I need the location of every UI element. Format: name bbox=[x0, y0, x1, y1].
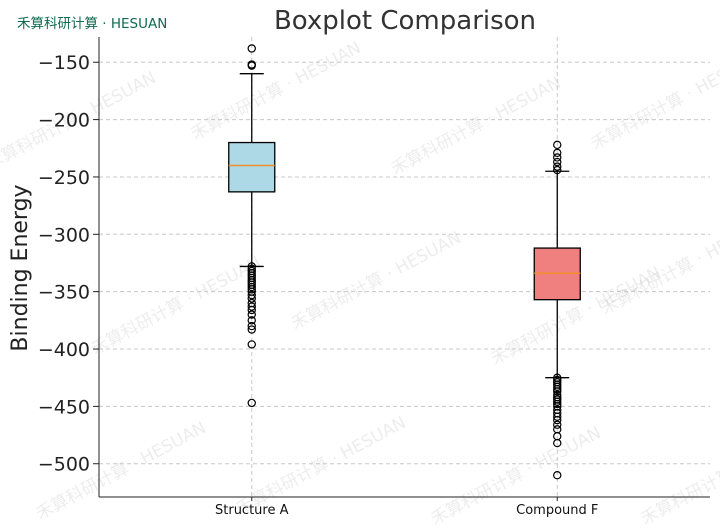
outlier-point bbox=[553, 399, 562, 409]
outlier-point bbox=[247, 316, 256, 325]
outlier-point bbox=[553, 420, 562, 429]
outlier-point bbox=[247, 290, 256, 300]
outlier-point bbox=[247, 302, 256, 311]
outlier-point bbox=[553, 387, 562, 396]
watermark-text: 禾算科研计算 · HESUAN bbox=[598, 213, 720, 320]
outlier-point bbox=[247, 340, 256, 349]
outlier-point bbox=[247, 61, 256, 70]
outlier-point bbox=[553, 412, 562, 421]
watermark-text: 禾算科研计算 · HESUAN bbox=[588, 48, 720, 155]
y-tick-label: −200 bbox=[38, 110, 90, 132]
outlier-point bbox=[553, 153, 562, 162]
outlier-point bbox=[247, 310, 256, 319]
outlier-point bbox=[553, 157, 562, 167]
axes-layer: −150 −200 −250 −300 −350 −400 −450 −500 Structur… bbox=[38, 37, 710, 518]
brand-label: 禾算科研计算 · HESUAN bbox=[17, 16, 167, 32]
y-tick-label: −400 bbox=[38, 339, 90, 361]
outlier-point bbox=[553, 438, 562, 448]
y-tick-label: −150 bbox=[38, 52, 90, 74]
y-tick-label: −500 bbox=[38, 454, 90, 476]
outlier-point bbox=[553, 382, 562, 392]
outlier-point bbox=[553, 471, 562, 480]
outlier-point bbox=[553, 384, 562, 394]
chart-title: Boxplot Comparison bbox=[274, 6, 536, 36]
watermark-text: 禾算科研计算 · HESUAN bbox=[388, 73, 565, 180]
x-tick-label: Compound F bbox=[516, 503, 598, 518]
y-tick-label: −250 bbox=[38, 167, 90, 189]
watermark-layer: 禾算科研计算 · HESUAN 禾算科研计算 · HESUAN 禾算科研计算 · H… bbox=[0, 38, 720, 530]
outlier-point bbox=[247, 325, 256, 334]
boxes-layer bbox=[228, 44, 581, 480]
outlier-point bbox=[247, 321, 256, 331]
outlier-point bbox=[553, 415, 562, 425]
outlier-point bbox=[553, 397, 562, 406]
outlier-point bbox=[247, 44, 256, 53]
box-group bbox=[228, 44, 276, 408]
x-tick-label: Structure A bbox=[215, 503, 289, 518]
outlier-point bbox=[247, 398, 256, 408]
grid-layer bbox=[99, 37, 710, 497]
watermark-text: 禾算科研计算 · HESUAN bbox=[188, 38, 365, 145]
y-tick-label: −350 bbox=[38, 282, 90, 304]
y-tick-label: −300 bbox=[38, 224, 90, 246]
watermark-text: 禾算科研计算 · HESUAN bbox=[88, 253, 265, 360]
outlier-point bbox=[553, 165, 562, 175]
y-tick-label: −450 bbox=[38, 396, 90, 418]
outlier-point bbox=[247, 282, 256, 292]
watermark-text: 禾算科研计算 · HESUAN bbox=[638, 423, 720, 530]
outlier-point bbox=[247, 294, 256, 303]
outlier-point bbox=[247, 285, 256, 294]
outlier-point bbox=[553, 140, 562, 150]
outlier-point bbox=[553, 162, 562, 171]
y-axis-label: Binding Energy bbox=[8, 184, 33, 351]
outlier-point bbox=[247, 305, 256, 315]
outlier-point bbox=[553, 148, 562, 158]
watermark-text: 禾算科研计算 · HESUAN bbox=[288, 228, 465, 335]
box-group bbox=[533, 140, 581, 480]
box bbox=[228, 141, 276, 193]
